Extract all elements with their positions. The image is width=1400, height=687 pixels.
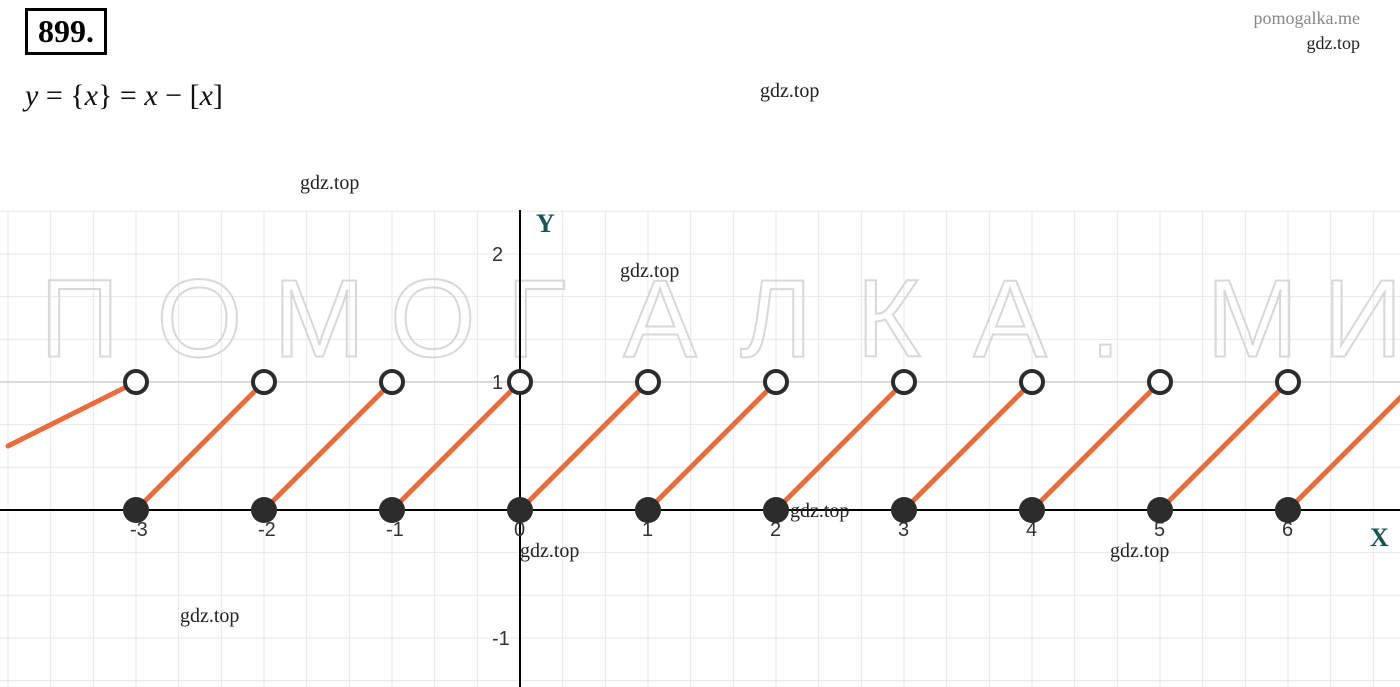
watermark-gdz: gdz.top bbox=[1110, 540, 1169, 563]
watermark-site: pomogalka.me bbox=[1254, 8, 1360, 29]
watermark-gdz: gdz.top bbox=[180, 605, 239, 628]
watermark-gdz: gdz.top bbox=[520, 540, 579, 563]
y-axis-title: Y bbox=[536, 210, 555, 238]
background-watermark-char: М bbox=[1207, 257, 1299, 380]
closed-point bbox=[891, 497, 917, 523]
formula-lbracket: [ bbox=[190, 79, 200, 112]
closed-point bbox=[763, 497, 789, 523]
formula-rbrace: } bbox=[98, 79, 112, 112]
background-watermark-char: . bbox=[1090, 257, 1121, 380]
y-tick-label: 1 bbox=[492, 372, 503, 394]
formula-rbracket: ] bbox=[213, 79, 223, 112]
closed-point bbox=[1147, 497, 1173, 523]
problem-number: 899. bbox=[25, 8, 107, 55]
formula-x3: x bbox=[200, 79, 213, 112]
background-watermark-char: Л bbox=[740, 257, 812, 380]
closed-point bbox=[123, 497, 149, 523]
closed-point bbox=[635, 497, 661, 523]
background-watermark-char: К bbox=[857, 257, 921, 380]
y-tick-label: 2 bbox=[492, 244, 503, 266]
formula-minus: − bbox=[158, 79, 190, 112]
background-watermark-char: П bbox=[40, 257, 119, 380]
formula: y = {x} = x − [x] bbox=[0, 55, 1400, 113]
watermark-gdz: gdz.top bbox=[1254, 33, 1360, 54]
closed-point bbox=[1275, 497, 1301, 523]
background-watermark-char: М bbox=[273, 257, 365, 380]
background-watermark-char: Г bbox=[507, 257, 567, 380]
background-watermark-char: И bbox=[1323, 257, 1400, 380]
background-watermark-char: А bbox=[973, 257, 1047, 380]
closed-point bbox=[379, 497, 405, 523]
x-axis-title: X bbox=[1370, 523, 1389, 552]
formula-x1: x bbox=[85, 79, 98, 112]
watermark-top: pomogalka.me gdz.top bbox=[1254, 8, 1360, 54]
watermark-gdz: gdz.top bbox=[620, 260, 679, 283]
watermark-gdz: gdz.top bbox=[760, 80, 819, 103]
formula-eq2: = bbox=[112, 79, 144, 112]
formula-x2: x bbox=[144, 79, 157, 112]
watermark-gdz: gdz.top bbox=[300, 172, 359, 195]
y-tick-label: -1 bbox=[492, 628, 510, 650]
closed-point bbox=[1019, 497, 1045, 523]
formula-y: y bbox=[25, 79, 38, 112]
background-watermark-char: О bbox=[157, 257, 243, 380]
watermark-gdz: gdz.top bbox=[790, 500, 849, 523]
background-watermark-char: О bbox=[390, 257, 476, 380]
closed-point bbox=[507, 497, 533, 523]
formula-lbrace: { bbox=[70, 79, 84, 112]
formula-eq1: = bbox=[38, 79, 70, 112]
closed-point bbox=[251, 497, 277, 523]
